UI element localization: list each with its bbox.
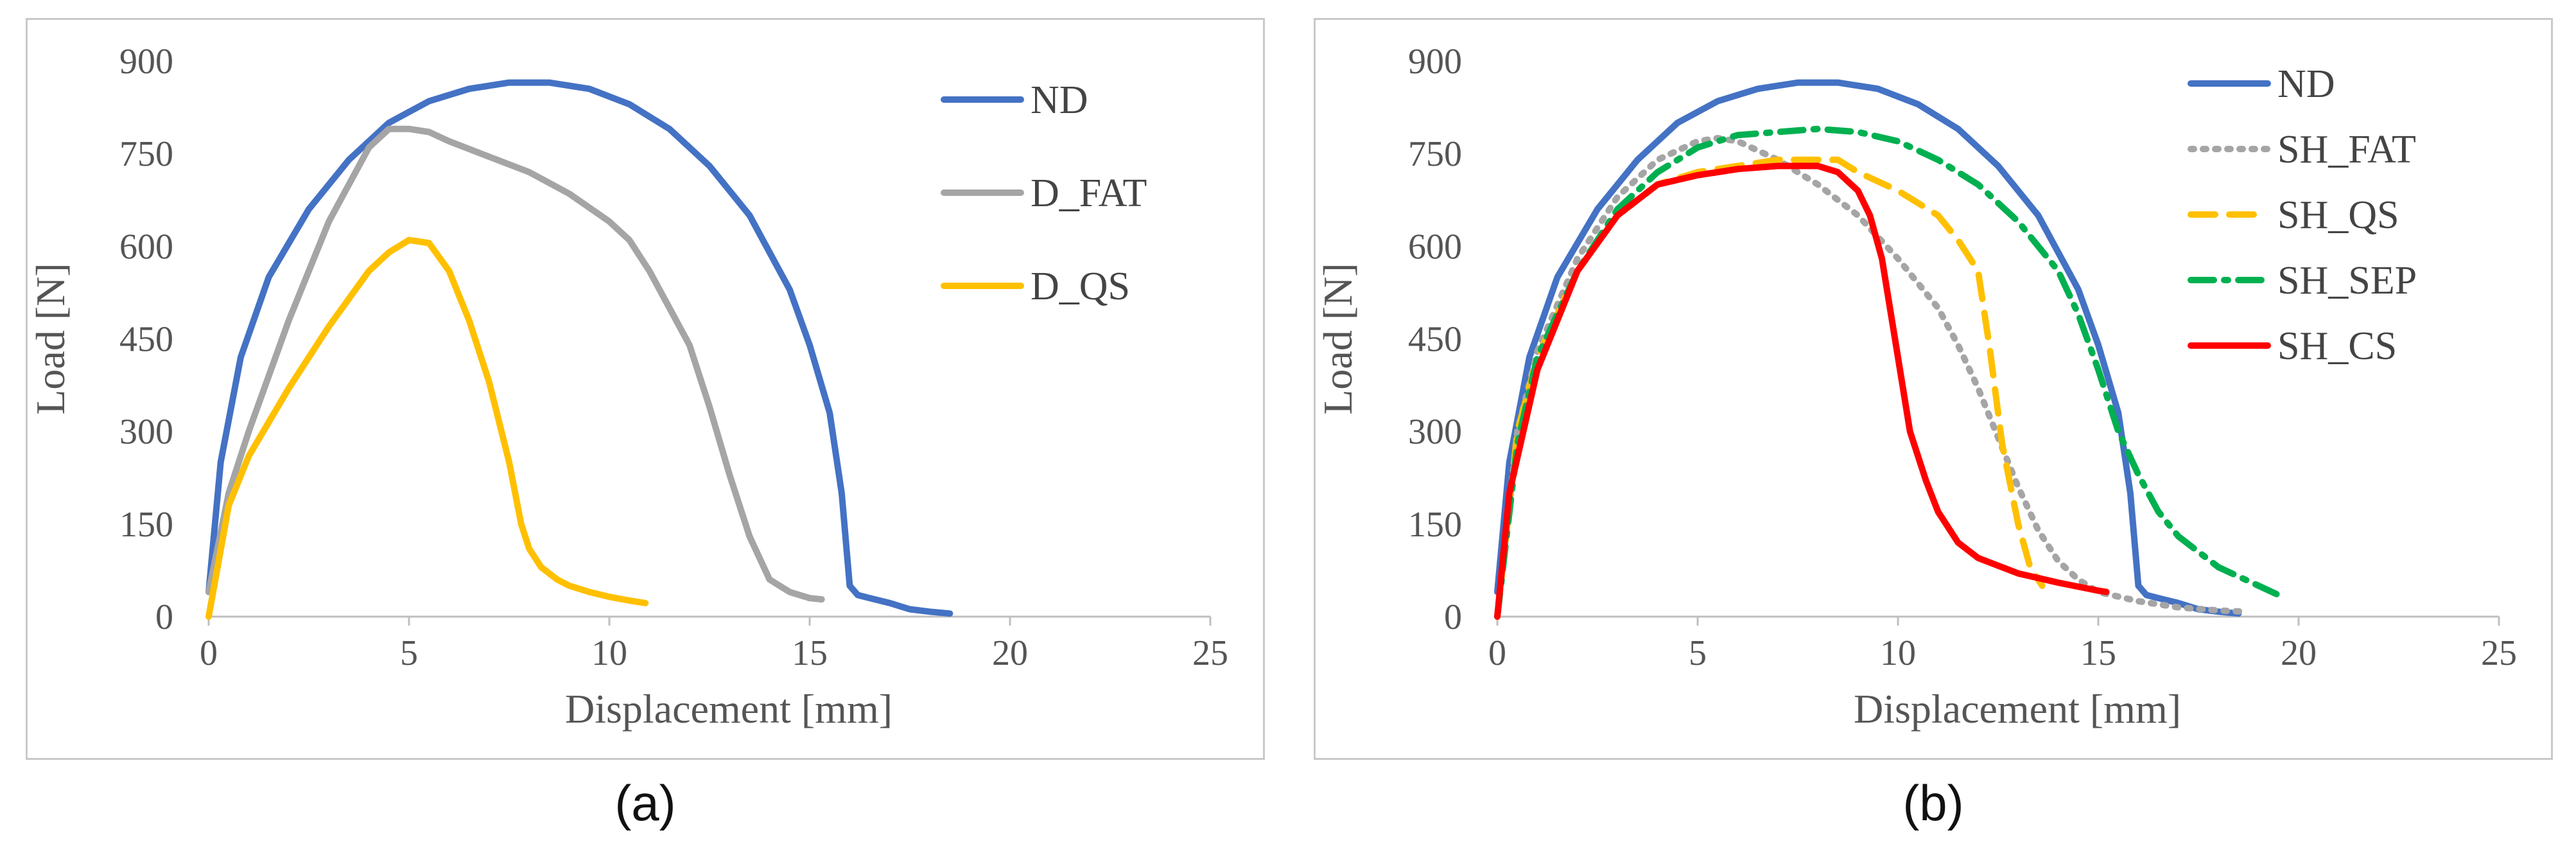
- series-line-d-fat: [205, 125, 825, 603]
- y-tick-label: 900: [1408, 42, 1462, 82]
- chart-a: 0 150 300 450 600 750 900 0 5 10 15 20 25 Displacemen…: [28, 42, 1228, 732]
- x-tick-label: 20: [992, 633, 1028, 673]
- series-line-sh-cs: [1494, 163, 2110, 620]
- y-tick-label: 300: [1408, 412, 1462, 452]
- legend-label-nd: ND: [1031, 78, 1088, 122]
- y-tick-label: 150: [1408, 505, 1462, 545]
- y-tick-label: 150: [119, 505, 173, 545]
- x-tick-label: 25: [1192, 633, 1228, 673]
- y-tick-label: 450: [1408, 320, 1462, 360]
- y-tick-label: 300: [119, 412, 173, 452]
- legend-label-d-fat: D_FAT: [1031, 171, 1147, 215]
- legend-label-d-qs: D_QS: [1031, 265, 1130, 308]
- caption-b: (b): [1902, 775, 1964, 831]
- chart-b: 0 150 300 450 600 750 900 0 5 10 15 20 25 Displacemen…: [1315, 42, 2517, 732]
- y-tick-label: 900: [119, 42, 173, 82]
- legend-label-nd: ND: [2277, 62, 2335, 106]
- y-tick-label: 600: [1408, 227, 1462, 267]
- y-tick-label: 0: [155, 597, 173, 637]
- x-axis-title: Displacement [mm]: [1854, 686, 2181, 732]
- y-tick-label: 0: [1444, 597, 1462, 637]
- x-tick-label: 20: [2281, 633, 2317, 673]
- series-line-sh-qs: [1494, 156, 2046, 620]
- series-line-sh-sep: [1494, 125, 2282, 620]
- y-axis-title: Load [N]: [28, 263, 73, 414]
- x-tick-label: 0: [1488, 633, 1506, 673]
- legend-label-sh-sep: SH_SEP: [2277, 259, 2417, 303]
- series-line-nd: [1494, 79, 2242, 617]
- x-tick-label: 5: [1689, 633, 1707, 673]
- x-tick-label: 25: [2481, 633, 2517, 673]
- x-tick-label: 0: [200, 633, 218, 673]
- x-tick-label: 10: [1880, 633, 1916, 673]
- x-axis-title: Displacement [mm]: [565, 686, 892, 732]
- y-tick-label: 750: [119, 134, 173, 174]
- series-line-d-qs: [205, 236, 649, 620]
- y-tick-label: 450: [119, 320, 173, 360]
- caption-a: (a): [614, 775, 676, 831]
- x-tick-label: 5: [400, 633, 418, 673]
- x-tick-label: 15: [2080, 633, 2116, 673]
- y-tick-label: 750: [1408, 134, 1462, 174]
- legend-label-sh-cs: SH_CS: [2277, 324, 2397, 368]
- x-tick-label: 10: [591, 633, 627, 673]
- series-line-nd: [205, 79, 953, 617]
- y-axis-title: Load [N]: [1315, 263, 1361, 414]
- legend-label-sh-qs: SH_QS: [2277, 193, 2399, 237]
- x-tick-label: 15: [792, 633, 828, 673]
- legend-label-sh-fat: SH_FAT: [2277, 128, 2416, 171]
- y-tick-label: 600: [119, 227, 173, 267]
